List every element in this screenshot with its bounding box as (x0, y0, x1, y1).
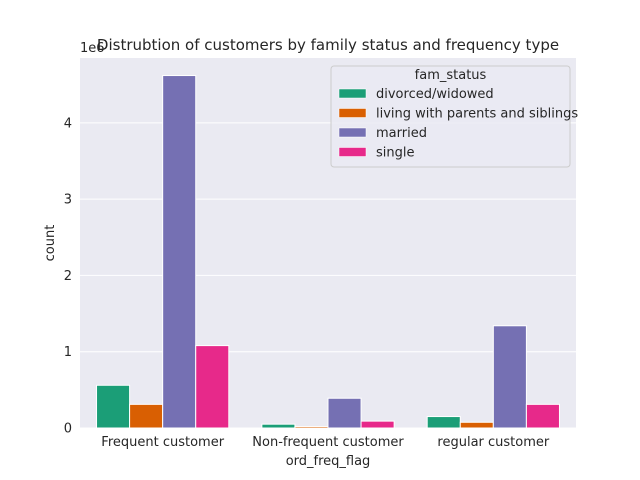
bars (96, 75, 560, 429)
legend-label: single (376, 146, 415, 161)
y-tick-label: 3 (64, 193, 72, 208)
y-tick-label: 0 (64, 422, 72, 437)
bar (129, 403, 164, 429)
bar (162, 75, 197, 429)
bar (327, 397, 362, 429)
legend-swatch (338, 108, 367, 118)
legend-title: fam_status (415, 68, 487, 83)
bar (459, 421, 494, 429)
legend: fam_status divorced/widowed living with p… (330, 65, 578, 168)
bar (360, 420, 395, 429)
bar (525, 403, 560, 429)
bar (195, 345, 230, 429)
legend-swatch (338, 147, 367, 157)
legend-label: divorced/widowed (376, 87, 494, 102)
legend-box (330, 65, 571, 168)
y-tick-labels: 0 1 2 3 4 (64, 116, 72, 436)
legend-label: living with parents and siblings (376, 107, 578, 122)
x-tick-label: Non-frequent customer (252, 435, 404, 450)
x-tick-label: regular customer (437, 435, 549, 450)
bar (492, 325, 527, 429)
bar (96, 384, 131, 429)
x-axis-title: ord_freq_flag (286, 454, 371, 469)
legend-swatch (338, 127, 367, 138)
y-offset-label: 1e6 (80, 41, 105, 56)
bar (294, 425, 329, 429)
chart-title: Distrubtion of customers by family statu… (97, 36, 559, 54)
y-tick-label: 2 (64, 269, 72, 284)
x-tick-labels: Frequent customer Non-frequent customer re… (101, 435, 550, 450)
legend-swatch (338, 88, 367, 99)
legend-label: married (376, 126, 427, 141)
legend-items: divorced/widowed living with parents and … (338, 87, 578, 161)
bar (426, 416, 461, 429)
bar (261, 423, 296, 429)
y-tick-label: 4 (64, 116, 72, 131)
y-tick-label: 1 (64, 345, 72, 360)
x-tick-label: Frequent customer (101, 435, 224, 450)
y-axis-title: count (43, 225, 58, 262)
